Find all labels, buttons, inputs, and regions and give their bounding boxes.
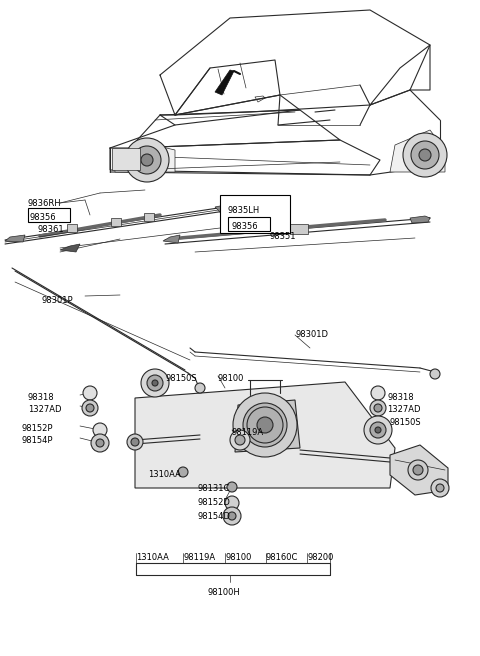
Polygon shape: [163, 235, 180, 243]
Text: 98100H: 98100H: [207, 588, 240, 597]
Circle shape: [83, 386, 97, 400]
Bar: [228, 217, 270, 231]
Text: 9836RH: 9836RH: [28, 199, 61, 208]
Circle shape: [152, 380, 158, 386]
Circle shape: [375, 427, 381, 433]
Circle shape: [91, 434, 109, 452]
Circle shape: [178, 467, 188, 477]
Circle shape: [253, 413, 277, 437]
Polygon shape: [215, 205, 228, 212]
Bar: [111, 218, 121, 226]
Text: 9835LH: 9835LH: [228, 206, 260, 215]
Circle shape: [233, 393, 297, 457]
Circle shape: [257, 417, 273, 433]
Polygon shape: [215, 70, 234, 95]
Text: 98152P: 98152P: [22, 424, 53, 433]
Circle shape: [374, 404, 382, 412]
Text: 98356: 98356: [232, 222, 259, 231]
Bar: [28, 208, 70, 222]
Text: 1310AA: 1310AA: [136, 553, 169, 562]
Text: 98160C: 98160C: [266, 553, 299, 562]
Circle shape: [227, 482, 237, 492]
Circle shape: [430, 369, 440, 379]
Circle shape: [147, 375, 163, 391]
Bar: [67, 224, 77, 232]
Bar: [220, 195, 290, 233]
Circle shape: [235, 435, 245, 445]
Circle shape: [370, 400, 386, 416]
Text: 98301P: 98301P: [42, 296, 73, 305]
Circle shape: [228, 512, 236, 520]
Circle shape: [82, 400, 98, 416]
Circle shape: [86, 404, 94, 412]
Circle shape: [141, 369, 169, 397]
Text: 1327AD: 1327AD: [28, 405, 61, 414]
Polygon shape: [235, 400, 300, 452]
Circle shape: [96, 439, 104, 447]
Circle shape: [247, 407, 283, 443]
Polygon shape: [390, 130, 445, 172]
Circle shape: [436, 484, 444, 492]
Bar: [144, 213, 154, 220]
Text: 1310AA: 1310AA: [148, 470, 181, 479]
Text: 98119A: 98119A: [232, 428, 264, 437]
Text: 98150S: 98150S: [389, 418, 420, 427]
Text: 98318: 98318: [28, 393, 55, 402]
Circle shape: [225, 496, 239, 510]
Circle shape: [133, 146, 161, 174]
Circle shape: [195, 383, 205, 393]
Text: 98131C: 98131C: [198, 484, 230, 493]
Circle shape: [125, 138, 169, 182]
Text: 98356: 98356: [30, 213, 57, 222]
Circle shape: [223, 507, 241, 525]
Text: 98318: 98318: [387, 393, 414, 402]
Circle shape: [230, 430, 250, 450]
Polygon shape: [5, 235, 25, 242]
Text: 98361: 98361: [38, 225, 65, 234]
Circle shape: [431, 479, 449, 497]
Text: 98100: 98100: [225, 553, 252, 562]
Text: 98154P: 98154P: [22, 436, 53, 445]
Circle shape: [413, 465, 423, 475]
Circle shape: [243, 403, 287, 447]
Circle shape: [371, 386, 385, 400]
Text: 98154D: 98154D: [198, 512, 231, 521]
Text: 98200: 98200: [307, 553, 334, 562]
Text: 98150S: 98150S: [165, 374, 197, 383]
Polygon shape: [135, 382, 395, 488]
Circle shape: [403, 133, 447, 177]
Text: 98301D: 98301D: [295, 330, 328, 339]
Polygon shape: [60, 244, 80, 252]
Circle shape: [141, 154, 153, 166]
Bar: [112, 148, 140, 170]
Text: 98351: 98351: [270, 232, 297, 241]
Circle shape: [131, 438, 139, 446]
Circle shape: [364, 416, 392, 444]
Text: 98119A: 98119A: [183, 553, 215, 562]
Polygon shape: [115, 143, 175, 172]
Text: 98152D: 98152D: [198, 498, 231, 507]
Bar: [290, 224, 308, 234]
Circle shape: [370, 422, 386, 438]
Polygon shape: [410, 216, 430, 223]
Polygon shape: [390, 445, 448, 495]
Circle shape: [93, 423, 107, 437]
Circle shape: [408, 460, 428, 480]
Circle shape: [127, 434, 143, 450]
Circle shape: [419, 149, 431, 161]
Text: 98100: 98100: [218, 374, 244, 383]
Text: 1327AD: 1327AD: [387, 405, 420, 414]
Circle shape: [411, 141, 439, 169]
